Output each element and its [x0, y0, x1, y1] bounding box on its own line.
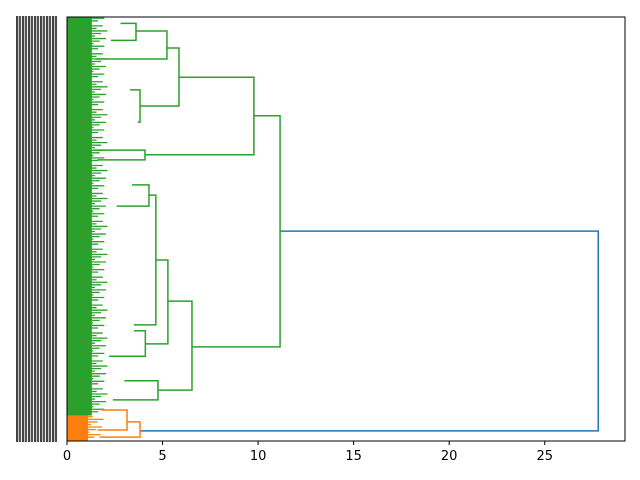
dendrogram-link-3 [139, 47, 180, 107]
dendrogram-link-5 [110, 22, 137, 42]
leaf-labels [16, 16, 58, 442]
x-tick-label: 0 [63, 449, 71, 464]
dendrogram-link-9 [145, 259, 169, 345]
dendrogram-link-12 [109, 330, 147, 357]
plot-frame [66, 16, 626, 442]
x-tick-label: 25 [536, 449, 553, 464]
dendrogram-link-14 [99, 421, 141, 438]
dendrogram-link-2 [144, 76, 255, 156]
dendrogram-link-1 [191, 115, 281, 348]
x-tick-label: 5 [158, 449, 166, 464]
x-tick-label: 15 [345, 449, 362, 464]
x-tick-label: 20 [441, 449, 458, 464]
dendrogram-link-15 [97, 409, 128, 431]
dendrogram-link-6 [130, 89, 141, 123]
x-tick-label: 10 [250, 449, 267, 464]
dendrogram-link-4 [95, 30, 168, 60]
dendrogram-link-13 [112, 380, 159, 401]
dendrogram-link-11 [116, 184, 150, 207]
dendrogram-link-10 [133, 194, 157, 326]
dendrogram-link-0 [139, 230, 599, 432]
dendrogram-link-8 [157, 300, 193, 391]
dendrogram-link-7 [93, 149, 146, 161]
